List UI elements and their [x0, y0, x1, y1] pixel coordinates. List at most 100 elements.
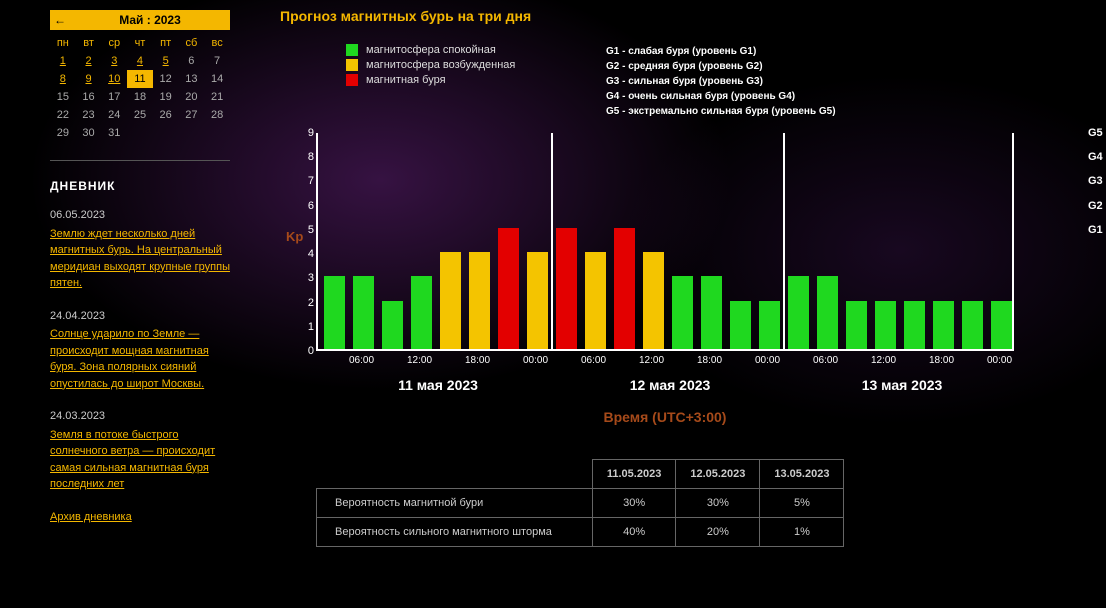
x-tick: 12:00 — [407, 355, 432, 366]
chart-bar — [643, 252, 664, 349]
kp-chart: Kp 0123456789 G1G2G3G4G5 06:0012:0018:00… — [316, 133, 1086, 425]
g-tick: G2 — [1088, 200, 1103, 212]
chart-bar — [991, 301, 1012, 349]
calendar: ← Май : 2023 пнвтсрчтптсбвс 123456789101… — [50, 10, 230, 142]
calendar-weekday: вт — [76, 34, 102, 52]
table-cell: 1% — [760, 518, 844, 547]
table-cell: 30% — [676, 489, 760, 518]
table-empty-header — [317, 460, 593, 489]
g-level-line: G2 - средняя буря (уровень G2) — [606, 59, 836, 74]
chart-bar — [788, 276, 809, 349]
y-tick: 3 — [308, 272, 314, 284]
legend-item: магнитосфера возбужденная — [346, 59, 606, 71]
calendar-day: 25 — [127, 106, 153, 124]
g-tick: G5 — [1088, 127, 1103, 139]
calendar-weekday: вс — [204, 34, 230, 52]
calendar-day: 20 — [179, 88, 205, 106]
diary-entries: 06.05.2023Землю ждет несколько дней магн… — [50, 207, 230, 493]
day-separator — [551, 133, 553, 349]
diary-entry-link[interactable]: Земля в потоке быстрого солнечного ветра… — [50, 429, 215, 491]
diary-archive-link[interactable]: Архив дневника — [50, 511, 132, 523]
chart-bar — [730, 301, 751, 349]
chart-legend: магнитосфера спокойная магнитосфера возбу… — [346, 44, 606, 119]
chart-bar — [556, 228, 577, 349]
y-tick: 1 — [308, 321, 314, 333]
legend-label: магнитная буря — [366, 74, 446, 86]
table-header: 11.05.2023 — [592, 460, 675, 489]
calendar-weekday: чт — [127, 34, 153, 52]
calendar-day: 21 — [204, 88, 230, 106]
legend-item: магнитная буря — [346, 74, 606, 86]
y-tick: 9 — [308, 127, 314, 139]
table-header: 13.05.2023 — [760, 460, 844, 489]
calendar-day[interactable]: 9 — [76, 70, 102, 88]
g-level-line: G4 - очень сильная буря (уровень G4) — [606, 89, 836, 104]
calendar-day: 22 — [50, 106, 76, 124]
diary-entry: 06.05.2023Землю ждет несколько дней магн… — [50, 207, 230, 292]
chart-plot-area — [316, 133, 1014, 351]
chart-bar — [498, 228, 519, 349]
calendar-day: 23 — [76, 106, 102, 124]
chart-bar — [962, 301, 983, 349]
calendar-day: 27 — [179, 106, 205, 124]
table-header: 12.05.2023 — [676, 460, 760, 489]
calendar-prev-button[interactable]: ← — [50, 13, 70, 27]
x-tick: 00:00 — [987, 355, 1012, 366]
y-tick: 8 — [308, 151, 314, 163]
y-axis: 0123456789 — [298, 133, 314, 351]
chart-bar — [846, 301, 867, 349]
legend-label: магнитосфера спокойная — [366, 44, 496, 56]
y-tick: 4 — [308, 248, 314, 260]
chart-bar — [440, 252, 461, 349]
calendar-day: 16 — [76, 88, 102, 106]
chart-bar — [817, 276, 838, 349]
chart-bar — [933, 301, 954, 349]
calendar-day: 6 — [179, 52, 205, 70]
legend-swatch — [346, 44, 358, 56]
diary-entry-date: 24.04.2023 — [50, 308, 230, 325]
calendar-day[interactable]: 11 — [127, 70, 153, 88]
calendar-weekday: ср — [101, 34, 127, 52]
table-cell: 20% — [676, 518, 760, 547]
diary-entry: 24.03.2023Земля в потоке быстрого солнеч… — [50, 408, 230, 493]
g-tick: G1 — [1088, 224, 1103, 236]
diary-entry: 24.04.2023 Солнце ударило по Земле — прои… — [50, 308, 230, 393]
calendar-day[interactable]: 8 — [50, 70, 76, 88]
x-tick: 06:00 — [813, 355, 838, 366]
g-level-line: G1 - слабая буря (уровень G1) — [606, 44, 836, 59]
calendar-day[interactable]: 10 — [101, 70, 127, 88]
diary-entry-link[interactable]: Солнце ударило по Земле — происходит мощ… — [50, 328, 209, 390]
diary-entry-link[interactable]: Землю ждет несколько дней магнитных бурь… — [50, 228, 230, 290]
calendar-weekday: сб — [179, 34, 205, 52]
g-level-descriptions: G1 - слабая буря (уровень G1)G2 - средня… — [606, 44, 836, 119]
calendar-day: 24 — [101, 106, 127, 124]
y-tick: 0 — [308, 345, 314, 357]
calendar-day: 13 — [179, 70, 205, 88]
legend-swatch — [346, 74, 358, 86]
calendar-day[interactable]: 1 — [50, 52, 76, 70]
divider — [50, 160, 230, 161]
legend-label: магнитосфера возбужденная — [366, 59, 515, 71]
x-tick: 00:00 — [523, 355, 548, 366]
y-tick: 2 — [308, 297, 314, 309]
x-tick: 18:00 — [697, 355, 722, 366]
table-row: Вероятность сильного магнитного шторма40… — [317, 518, 844, 547]
day-label: 12 мая 2023 — [630, 377, 711, 393]
table-cell: 40% — [592, 518, 675, 547]
legend-swatch — [346, 59, 358, 71]
day-separator — [783, 133, 785, 349]
calendar-day[interactable]: 2 — [76, 52, 102, 70]
calendar-day[interactable]: 5 — [153, 52, 179, 70]
calendar-day: 14 — [204, 70, 230, 88]
probability-table: 11.05.202312.05.202313.05.2023 Вероятнос… — [316, 459, 844, 547]
calendar-day[interactable]: 4 — [127, 52, 153, 70]
calendar-grid: пнвтсрчтптсбвс 1234567891011121314151617… — [50, 34, 230, 142]
calendar-day — [179, 124, 205, 142]
calendar-day[interactable]: 3 — [101, 52, 127, 70]
calendar-weekday: пн — [50, 34, 76, 52]
legend-item: магнитосфера спокойная — [346, 44, 606, 56]
calendar-day: 26 — [153, 106, 179, 124]
chart-bar — [875, 301, 896, 349]
diary-heading: ДНЕВНИК — [50, 179, 230, 193]
calendar-day: 18 — [127, 88, 153, 106]
